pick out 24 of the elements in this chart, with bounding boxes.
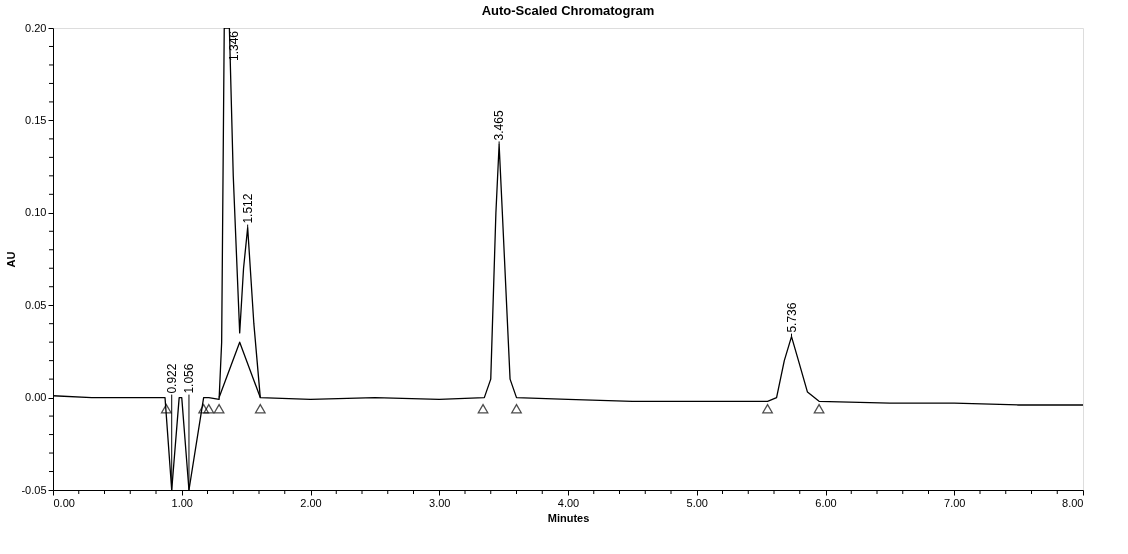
chart-title: Auto-Scaled Chromatogram [481, 3, 655, 18]
x-tick-label: 8.00 [1062, 496, 1084, 509]
annotation: 0.922 [164, 363, 179, 394]
y-tick-label: 0.05 [25, 298, 47, 311]
y-tick-label: 0.20 [25, 21, 47, 34]
annotation: 5.736 [784, 302, 799, 333]
x-tick-label: 3.00 [429, 496, 451, 509]
x-tick-label: 5.00 [686, 496, 708, 509]
annotation: 1.512 [240, 193, 255, 224]
y-tick-label: 0.00 [25, 391, 47, 404]
annotation: 1.346 [227, 30, 242, 62]
annotation: 3.465 [492, 110, 507, 141]
y-tick-label: -0.05 [21, 483, 47, 496]
x-tick-label: 1.00 [171, 496, 193, 509]
x-tick-label: 7.00 [944, 496, 966, 509]
y-tick-label: 0.15 [25, 113, 47, 126]
x-tick-label: 6.00 [815, 496, 837, 509]
x-tick-label: 0.00 [53, 496, 75, 509]
annotation: 1.056 [181, 363, 196, 394]
y-axis-title: AU [5, 251, 18, 268]
x-tick-label: 2.00 [300, 496, 322, 509]
y-tick-label: 0.10 [25, 206, 47, 219]
x-axis-title: Minutes [547, 511, 590, 524]
x-tick-label: 4.00 [557, 496, 580, 509]
